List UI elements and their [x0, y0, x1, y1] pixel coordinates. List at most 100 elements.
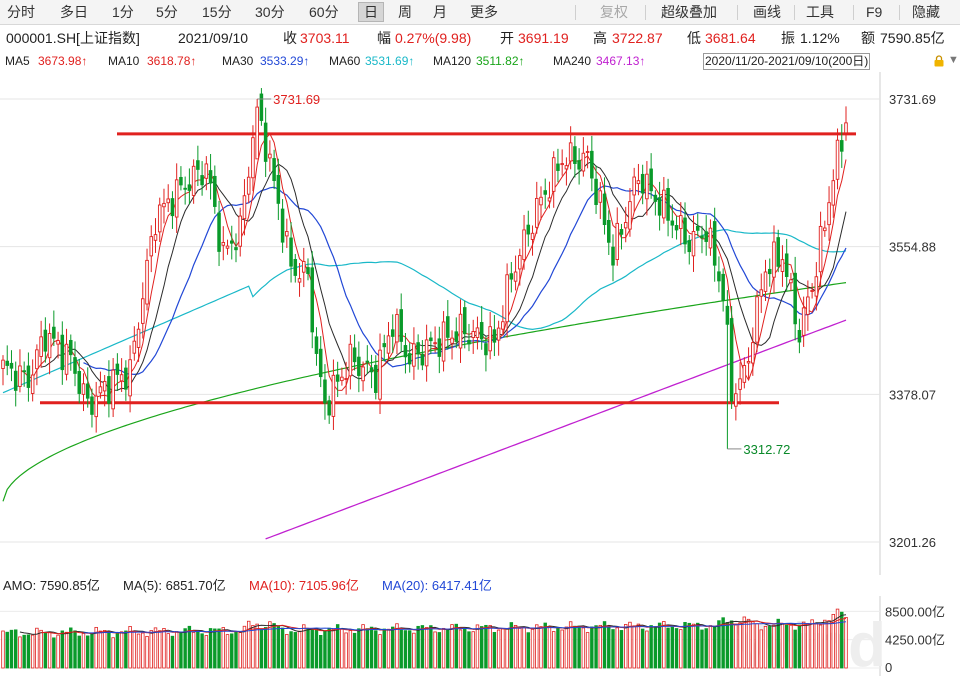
candle-body: [124, 367, 128, 390]
volume-bar: [26, 634, 31, 669]
candle-body: [602, 193, 607, 226]
period-tab-1min[interactable]: 1分: [112, 4, 134, 20]
candle-body: [640, 173, 645, 194]
candle-body: [564, 165, 569, 170]
period-tab-30min[interactable]: 30分: [255, 4, 285, 20]
volume-bar: [259, 628, 264, 669]
volume-bar: [662, 621, 666, 669]
candle-body: [806, 296, 810, 315]
candle-body: [619, 229, 624, 235]
candle-body: [840, 140, 844, 152]
candle-body: [369, 367, 374, 373]
volume-bar: [225, 634, 230, 669]
draw-line-button[interactable]: 画线: [753, 4, 781, 20]
volume-bar: [77, 635, 81, 669]
volume-bar: [179, 632, 183, 669]
volume-bar: [734, 624, 738, 669]
tools-button[interactable]: 工具: [806, 4, 834, 20]
candle-body: [196, 160, 200, 170]
candle-body: [26, 365, 31, 388]
volume-bar: [797, 624, 802, 669]
toolbar-divider: [853, 5, 854, 20]
candle-body: [695, 226, 700, 231]
period-tab-week[interactable]: 周: [398, 4, 412, 20]
candle-body: [361, 366, 365, 382]
volume-bar: [200, 633, 204, 669]
candle-body: [56, 340, 60, 345]
volume-bar: [551, 631, 556, 669]
volume-bar: [136, 633, 141, 669]
period-tab-5min[interactable]: 5分: [156, 4, 178, 20]
hide-button[interactable]: 隐藏: [912, 4, 940, 20]
candle-body: [649, 168, 653, 192]
candle-body: [454, 331, 459, 342]
date-range-selector[interactable]: 2020/11/20-2021/09/10(200日): [703, 53, 871, 70]
volume-bar: [679, 629, 683, 669]
volume-bar: [310, 629, 314, 669]
candle-body: [183, 187, 187, 190]
candle-body: [780, 259, 785, 272]
volume-bar: [496, 629, 501, 669]
period-tab-intraday[interactable]: 分时: [7, 4, 35, 20]
overlay-button[interactable]: 超级叠加: [661, 4, 717, 20]
volume-bar: [454, 623, 458, 669]
volume-bar: [174, 631, 179, 669]
candle-body: [52, 326, 56, 339]
candle-body: [204, 163, 209, 179]
price-chart[interactable]: 3731.69 3554.88 3378.07 3201.26 3731.69 3312.…: [0, 72, 960, 575]
fuquan-button[interactable]: 复权: [600, 4, 628, 20]
volume-bar: [340, 628, 344, 669]
y-tick-label: 3201.26: [889, 535, 936, 550]
candle-body: [285, 231, 289, 237]
ma10-value: 3618.78↑: [147, 54, 197, 68]
volume-bar: [759, 629, 763, 669]
security-code: 000001.SH[上证指数]: [6, 30, 140, 46]
ma5-value: 3673.98↑: [38, 54, 88, 68]
candle-body: [272, 158, 276, 181]
volume-bar: [632, 625, 636, 669]
volume-bar: [467, 631, 471, 669]
ma-legend: MA5 3673.98↑ MA10 3618.78↑ MA30 3533.29↑…: [0, 51, 960, 71]
volume-bar: [696, 622, 700, 669]
candle-body: [174, 179, 179, 218]
chevron-down-icon[interactable]: ▼: [948, 54, 959, 66]
more-periods-button[interactable]: 更多: [470, 4, 498, 20]
volume-bar: [124, 630, 128, 669]
volume-bar: [657, 622, 662, 669]
candle-body: [700, 235, 704, 239]
lock-icon[interactable]: [933, 55, 945, 67]
candle-body: [776, 237, 780, 267]
period-tab-15min[interactable]: 15分: [202, 4, 232, 20]
candle-body: [653, 194, 658, 202]
candle-body: [522, 229, 526, 261]
volume-bar: [535, 624, 539, 669]
volume-bar: [547, 626, 552, 669]
period-tab-multiday[interactable]: 多日: [60, 4, 88, 20]
candle-body: [141, 298, 145, 324]
candle-body: [200, 175, 204, 186]
volume-bar: [369, 626, 374, 669]
candle-body: [81, 383, 86, 395]
candle-body: [234, 247, 238, 251]
period-tab-day[interactable]: 日: [358, 2, 384, 22]
volume-bar: [132, 631, 137, 669]
volume-bar: [513, 625, 518, 669]
ma60-value: 3531.69↑: [365, 54, 415, 68]
period-tab-month[interactable]: 月: [433, 4, 447, 20]
candle-body: [484, 343, 488, 356]
candle-body: [547, 197, 552, 202]
volume-bar: [246, 620, 251, 669]
volume-bar: [530, 628, 535, 669]
f9-button[interactable]: F9: [866, 4, 883, 20]
volume-bar: [191, 632, 196, 669]
candle-body: [683, 217, 687, 245]
candle-body: [751, 342, 755, 364]
volume-bar: [624, 624, 628, 669]
period-tab-60min[interactable]: 60分: [309, 4, 339, 20]
volume-bar: [801, 621, 806, 669]
candle-body: [77, 371, 82, 394]
candle-body: [568, 142, 573, 162]
volume-bar: [831, 613, 836, 669]
candle-body: [509, 273, 514, 280]
